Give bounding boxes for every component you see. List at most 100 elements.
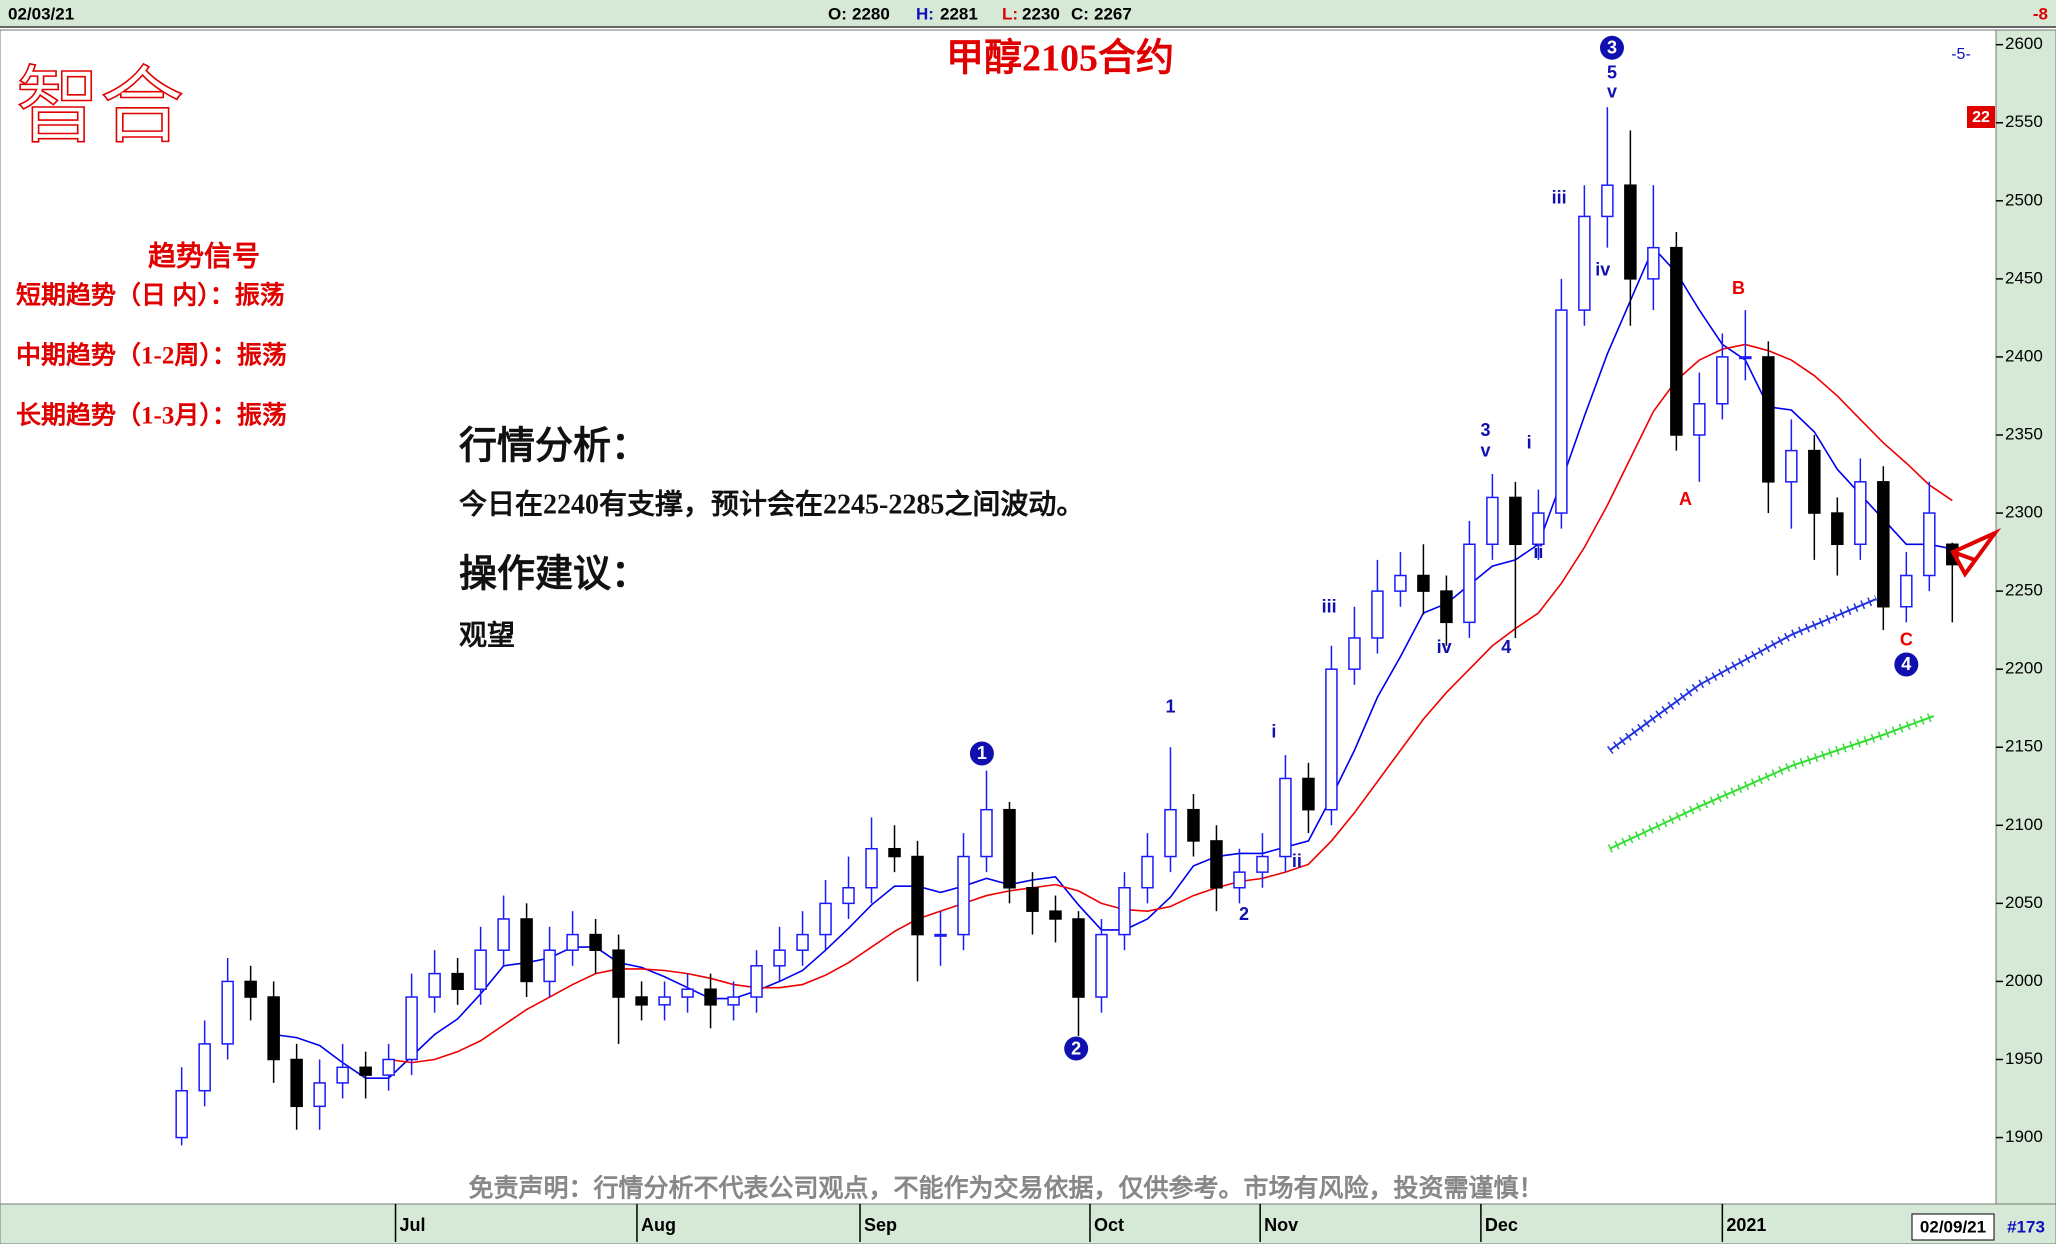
candle-body <box>520 918 533 983</box>
signal-line: 长期趋势（1-3月）：振荡 <box>16 401 287 430</box>
candle-body <box>1762 356 1775 483</box>
x-tick-label: Nov <box>1264 1215 1298 1235</box>
wave-label: B <box>1732 278 1745 298</box>
header-label: L: <box>1002 4 1018 23</box>
y-tick-label: 2450 <box>2005 268 2043 287</box>
wave-label: 4 <box>1901 654 1911 674</box>
candle-body <box>1072 918 1085 998</box>
candle-body <box>1302 777 1315 811</box>
wave-label: v <box>1607 81 1617 101</box>
wave-label: 2 <box>1239 904 1249 924</box>
right-axis-panel <box>1995 29 2056 1205</box>
y-tick-label: 2300 <box>2005 503 2043 522</box>
candle-body <box>1555 309 1568 514</box>
wave-label: 3 <box>1480 420 1490 440</box>
wave-label: 4 <box>1501 637 1511 657</box>
candle-body <box>1831 512 1844 546</box>
chart-title: 甲醇2105合约 <box>946 38 1174 80</box>
candle-body <box>681 988 694 998</box>
candle-body <box>359 1066 372 1076</box>
candle-body <box>382 1058 395 1076</box>
candle-body <box>1670 246 1683 436</box>
candle-body <box>1325 668 1338 811</box>
y-tick-label: 2250 <box>2005 581 2043 600</box>
projection-line <box>1609 715 1935 850</box>
candle-body <box>1647 246 1660 280</box>
candle-body <box>290 1058 303 1108</box>
candle-body <box>658 996 671 1006</box>
candle-body <box>1509 496 1522 546</box>
signal-line: 中期趋势（1-2周）：振荡 <box>16 341 287 370</box>
y-tick-label: 2500 <box>2005 190 2043 209</box>
candle-body <box>1739 356 1752 360</box>
analysis-title: 行情分析： <box>459 426 649 468</box>
header-label: O: <box>828 4 847 23</box>
candle-body <box>1417 574 1430 592</box>
candle-body <box>1900 574 1913 608</box>
candle-body <box>842 887 855 905</box>
wave-label: iii <box>1322 596 1337 616</box>
candle-body <box>888 847 901 858</box>
candle-body <box>934 933 947 937</box>
candle-body <box>727 996 740 1006</box>
candle-body <box>1348 637 1361 670</box>
candle-body <box>1187 808 1200 842</box>
candle-body <box>957 855 970 936</box>
candle-body <box>1923 512 1936 577</box>
advice-text: 观望 <box>459 619 515 651</box>
wave-label: iii <box>1552 187 1567 207</box>
wave-label: ii <box>1292 851 1302 871</box>
y-tick-label: 2100 <box>2005 815 2043 834</box>
header-value: 2267 <box>1094 4 1132 23</box>
candle-body <box>1118 887 1131 936</box>
last-date-box <box>1911 1213 1995 1241</box>
wave-marker <box>969 741 994 766</box>
candle-body <box>819 902 832 936</box>
y-tick-label: 2600 <box>2005 34 2043 53</box>
candle-body <box>543 949 556 983</box>
candle-body <box>612 949 625 998</box>
candle-body <box>1486 496 1499 546</box>
candle-body <box>428 972 441 998</box>
wave-label: A <box>1679 489 1692 509</box>
candle-body <box>566 933 579 951</box>
wave-label: 1 <box>1165 696 1175 716</box>
header-label: H: <box>916 4 934 23</box>
wave-label: i <box>1527 433 1532 453</box>
candle-body <box>1532 512 1545 546</box>
candle-body <box>635 996 648 1006</box>
bar-count: #173 <box>2007 1217 2045 1236</box>
advice-title: 操作建议： <box>459 554 649 596</box>
y-tick-label: 1950 <box>2005 1049 2043 1068</box>
candle-body <box>336 1066 349 1084</box>
wave-label: v <box>1480 440 1490 460</box>
candle-body <box>1854 481 1867 546</box>
y-tick-label: 2200 <box>2005 659 2043 678</box>
disclaimer: 免责声明：行情分析不代表公司观点，不能作为交易依据，仅供参考。市场有风险，投资需… <box>468 1174 1543 1203</box>
candle-body <box>1440 590 1453 624</box>
plot-area <box>0 29 1997 1205</box>
candle-body <box>1808 449 1821 514</box>
candle-body <box>175 1089 188 1139</box>
logo: 智合 <box>16 57 184 155</box>
wave-label: 2 <box>1071 1038 1081 1058</box>
wave-label: C <box>1900 629 1913 649</box>
candle-body <box>1256 855 1269 873</box>
wave-marker <box>1064 1036 1089 1061</box>
x-tick-label: 2021 <box>1726 1215 1766 1235</box>
candle-body <box>1463 543 1476 624</box>
candle-body <box>221 980 234 1045</box>
candle-body <box>796 933 809 951</box>
signal-line: 短期趋势（日 内）：振荡 <box>16 281 285 310</box>
header-value: 2280 <box>852 4 890 23</box>
candle-body <box>267 996 280 1061</box>
candle-body <box>474 949 487 990</box>
x-tick-label: Sep <box>864 1215 897 1235</box>
cycle-tag: -5- <box>1951 46 1971 63</box>
candle-body <box>1095 933 1108 998</box>
candle-body <box>1394 574 1407 592</box>
projection-line <box>1609 598 1877 752</box>
y-tick-label: 2000 <box>2005 971 2043 990</box>
header-change: -8 <box>2033 4 2048 23</box>
candle-body <box>773 949 786 967</box>
